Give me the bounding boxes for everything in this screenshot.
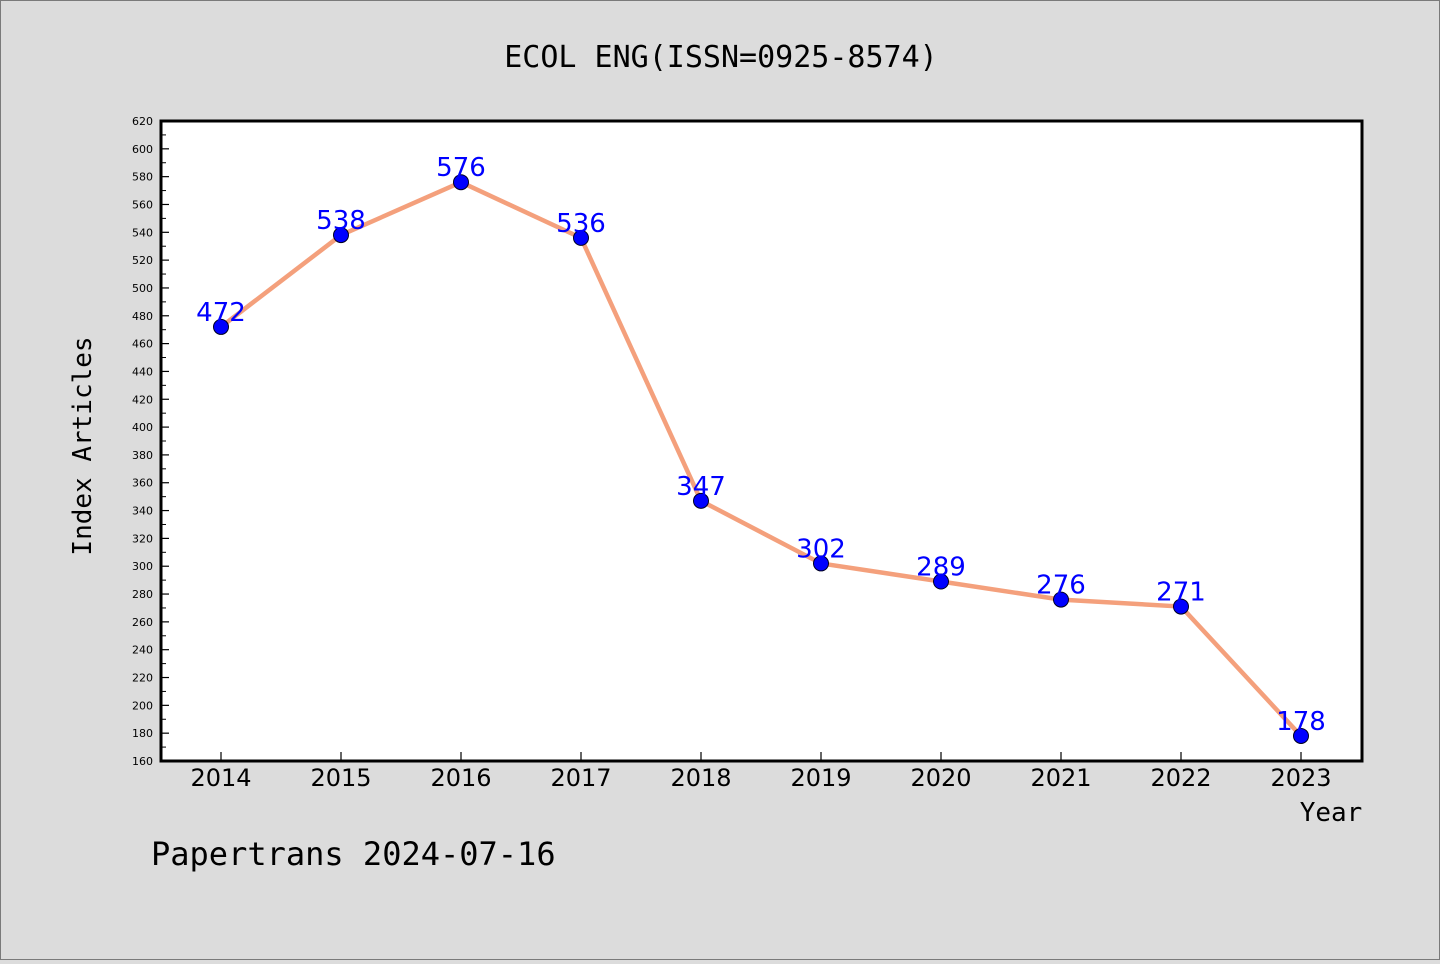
y-tick-label: 480 — [132, 310, 153, 323]
marker-layer — [213, 174, 1309, 744]
y-tick-label: 520 — [132, 254, 153, 267]
x-tick-label: 2021 — [1030, 764, 1091, 792]
y-tick-label: 360 — [132, 477, 153, 490]
y-tick-label: 580 — [132, 171, 153, 184]
y-axis-ticks: 160 180 200 220 240 260 280 300 320 340 360 380 400 4… — [132, 115, 169, 768]
y-tick-label: 600 — [132, 143, 153, 156]
y-tick-label: 200 — [132, 699, 153, 712]
x-tick-label: 2022 — [1150, 764, 1211, 792]
data-label: 538 — [316, 206, 366, 236]
data-label: 302 — [796, 534, 846, 564]
x-tick-label: 2018 — [670, 764, 731, 792]
footer-text: Papertrans 2024-07-16 — [151, 835, 556, 873]
x-axis-ticks: 2014 2015 2016 2017 2018 2019 2020 2021 2022 2023 — [190, 752, 1332, 792]
y-tick-label: 380 — [132, 449, 153, 462]
data-label: 347 — [676, 472, 726, 502]
data-point-marker — [333, 227, 349, 244]
x-tick-label: 2016 — [430, 764, 491, 792]
data-point-marker — [1173, 598, 1189, 615]
data-point-marker — [1053, 591, 1069, 608]
y-tick-label: 220 — [132, 672, 153, 685]
series-line — [219, 179, 1303, 738]
y-tick-label: 240 — [132, 644, 153, 657]
data-point-marker — [693, 492, 709, 509]
data-point-marker — [813, 555, 829, 572]
chart-title: ECOL ENG(ISSN=0925-8574) — [504, 40, 937, 75]
data-label: 576 — [436, 153, 486, 183]
data-label: 276 — [1036, 571, 1086, 601]
data-point-marker — [1293, 727, 1309, 744]
y-tick-label: 180 — [132, 727, 153, 740]
data-point-marker — [573, 229, 589, 246]
data-label: 472 — [196, 298, 246, 328]
y-tick-label: 500 — [132, 282, 153, 295]
y-tick-label: 280 — [132, 588, 153, 601]
x-tick-label: 2014 — [190, 764, 251, 792]
data-label: 289 — [916, 553, 966, 583]
series-layer — [219, 179, 1303, 738]
y-tick-label: 620 — [132, 115, 153, 128]
x-tick-label: 2019 — [790, 764, 851, 792]
y-axis-label: Index Articles — [68, 336, 98, 555]
y-tick-label: 300 — [132, 560, 153, 573]
data-point-marker — [213, 318, 229, 335]
y-tick-label: 460 — [132, 338, 153, 351]
y-tick-label: 260 — [132, 616, 153, 629]
x-tick-label: 2023 — [1270, 764, 1331, 792]
x-tick-label: 2015 — [310, 764, 371, 792]
y-tick-label: 400 — [132, 421, 153, 434]
data-point-marker — [933, 573, 949, 590]
y-tick-label: 340 — [132, 505, 153, 518]
y-tick-label: 560 — [132, 198, 153, 211]
y-tick-label: 540 — [132, 226, 153, 239]
x-tick-label: 2017 — [550, 764, 611, 792]
data-point-marker — [453, 174, 469, 191]
y-tick-label: 440 — [132, 365, 153, 378]
x-tick-label: 2020 — [910, 764, 971, 792]
data-label: 271 — [1156, 578, 1206, 608]
data-label: 178 — [1276, 707, 1326, 737]
y-tick-label: 320 — [132, 532, 153, 545]
x-axis-label: Year — [1300, 798, 1363, 828]
data-label-layer: 472 538 576 536 347 302 289 276 271 178 — [196, 153, 1326, 737]
y-tick-label: 420 — [132, 393, 153, 406]
data-label: 536 — [556, 209, 606, 239]
y-tick-label: 160 — [132, 755, 153, 768]
